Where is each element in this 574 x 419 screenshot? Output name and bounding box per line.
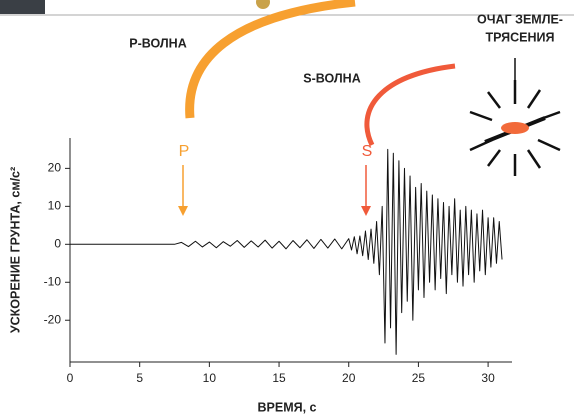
annotation: ТРЯСЕНИЯ <box>485 30 554 44</box>
station-icon <box>256 0 270 9</box>
x-tick-label: 0 <box>67 371 74 385</box>
y-tick-label: -20 <box>44 312 62 326</box>
y-tick-label: 20 <box>48 161 62 175</box>
x-tick-label: 20 <box>342 371 356 385</box>
epicenter <box>501 122 529 134</box>
x-tick-label: 10 <box>203 371 217 385</box>
s-wave-arc <box>364 63 456 147</box>
device-icon <box>0 0 45 14</box>
annotation: S <box>362 143 373 160</box>
x-tick-label: 25 <box>412 371 426 385</box>
y-tick-label: 0 <box>54 236 61 250</box>
annotation: P-ВОЛНА <box>129 36 186 50</box>
x-tick-label: 5 <box>136 371 143 385</box>
p-wave-arc <box>185 0 356 119</box>
s-arrow <box>361 165 371 216</box>
y-axis-title: УСКОРЕНИЕ ГРУНТА, см/с² <box>8 167 22 333</box>
y-tick-label: 10 <box>48 199 62 213</box>
x-tick-label: 30 <box>481 371 495 385</box>
y-tick-label: -10 <box>44 274 62 288</box>
waveform <box>70 148 503 355</box>
x-axis-title: ВРЕМЯ, с <box>258 400 317 414</box>
annotation: ОЧАГ ЗЕМЛЕ- <box>477 12 563 26</box>
x-tick-label: 15 <box>272 371 286 385</box>
p-arrow <box>178 165 188 216</box>
annotation: S-ВОЛНА <box>303 71 360 85</box>
annotation: P <box>179 143 190 160</box>
epicenter-rays <box>469 58 561 176</box>
